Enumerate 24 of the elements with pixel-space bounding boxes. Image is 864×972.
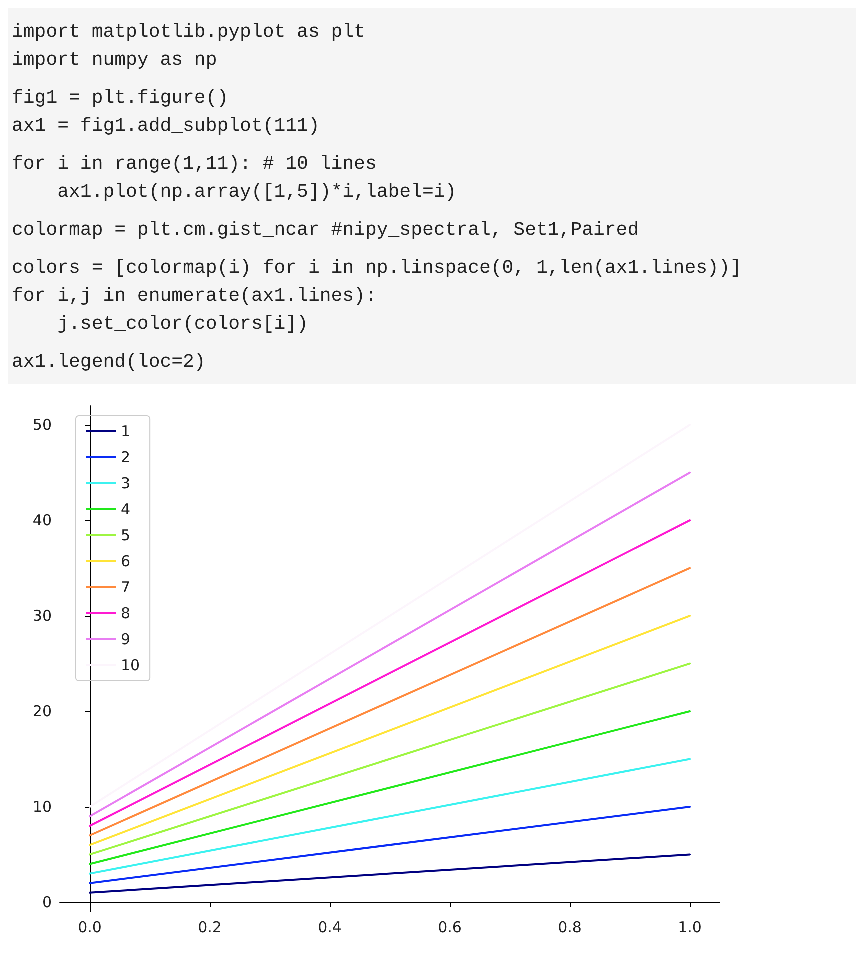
legend-label: 8 <box>121 604 131 622</box>
y-tick-label: 20 <box>32 702 52 721</box>
legend-label: 3 <box>121 474 131 492</box>
x-tick-label: 1.0 <box>678 918 702 936</box>
legend-label: 10 <box>121 656 140 674</box>
y-tick-label: 30 <box>32 607 52 626</box>
x-tick-label: 0.6 <box>438 918 462 936</box>
legend-label: 7 <box>121 578 131 596</box>
code-block: import matplotlib.pyplot as plt import numpy as np fig1 = plt.figure() ax1 = fig1.add_subplot(111) for i in range(1,11): # 10 lines ax1.plot(np.array([1,5])*i,label=i) colormap = plt.cm.gist_ncar #nipy_spectral, Set1,Paired colors = [colormap(i) for i in np.linspace(0, 1,len(ax1.lines))] for i,j in enumerate(ax1.lines): j.set_color(colors[i]) ax1.legend(loc=2) <box>8 8 856 384</box>
y-tick-label: 0 <box>42 893 52 912</box>
x-tick-label: 0.0 <box>78 918 102 936</box>
y-tick-label: 50 <box>32 416 52 434</box>
x-tick-label: 0.8 <box>558 918 582 936</box>
y-tick-label: 40 <box>32 512 52 530</box>
legend-label: 6 <box>121 552 131 570</box>
legend-label: 4 <box>121 500 131 518</box>
x-tick-label: 0.4 <box>318 918 342 936</box>
legend-label: 2 <box>121 448 131 466</box>
x-tick-label: 0.2 <box>198 918 222 936</box>
y-tick-label: 10 <box>32 798 52 816</box>
legend-label: 9 <box>121 630 131 648</box>
legend-label: 5 <box>121 526 131 544</box>
legend-label: 1 <box>121 422 131 440</box>
caption: fig1 = plt.figure() <box>12 86 230 111</box>
